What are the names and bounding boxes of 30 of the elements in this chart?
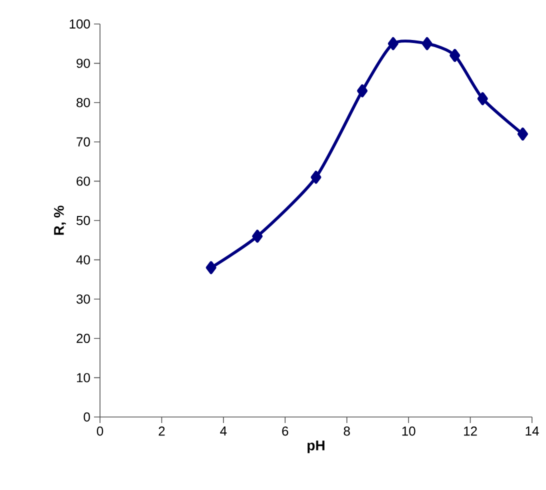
point (310, 170, 322, 184)
x-tick-label: 14 (526, 426, 539, 436)
point (422, 37, 432, 50)
y-tick-label: 40 (76, 255, 90, 264)
x-axis-title: pH (308, 440, 324, 454)
y-tick-label: 70 (76, 137, 90, 146)
y-tick-label: 90 (76, 58, 90, 68)
x-tick-label: 0 (96, 426, 104, 436)
x-tick-label: 12 (464, 426, 477, 436)
x-tick-label: 8 (344, 426, 350, 436)
y-tick-label: 80 (76, 98, 90, 108)
y-tick-label: 0 (84, 412, 90, 422)
x-tick-label: 4 (220, 426, 227, 436)
y-tick-label: 10 (76, 373, 90, 382)
point (252, 230, 263, 243)
x-tick-label: 10 (402, 426, 416, 436)
point (517, 128, 528, 141)
y-tick-label: 100 (70, 19, 90, 29)
point (357, 84, 368, 98)
y-tick-label: 60 (76, 176, 90, 186)
y-tick-label: 50 (76, 216, 90, 226)
point (206, 261, 216, 274)
point (450, 48, 460, 62)
y-axis-title: R, % (54, 206, 66, 235)
y-tick-label: 20 (76, 334, 90, 343)
point (477, 92, 488, 106)
y-tick-label: 30 (76, 294, 90, 304)
point (388, 37, 398, 50)
x-tick-label: 2 (158, 426, 165, 436)
x-tick-label: 6 (282, 426, 288, 436)
